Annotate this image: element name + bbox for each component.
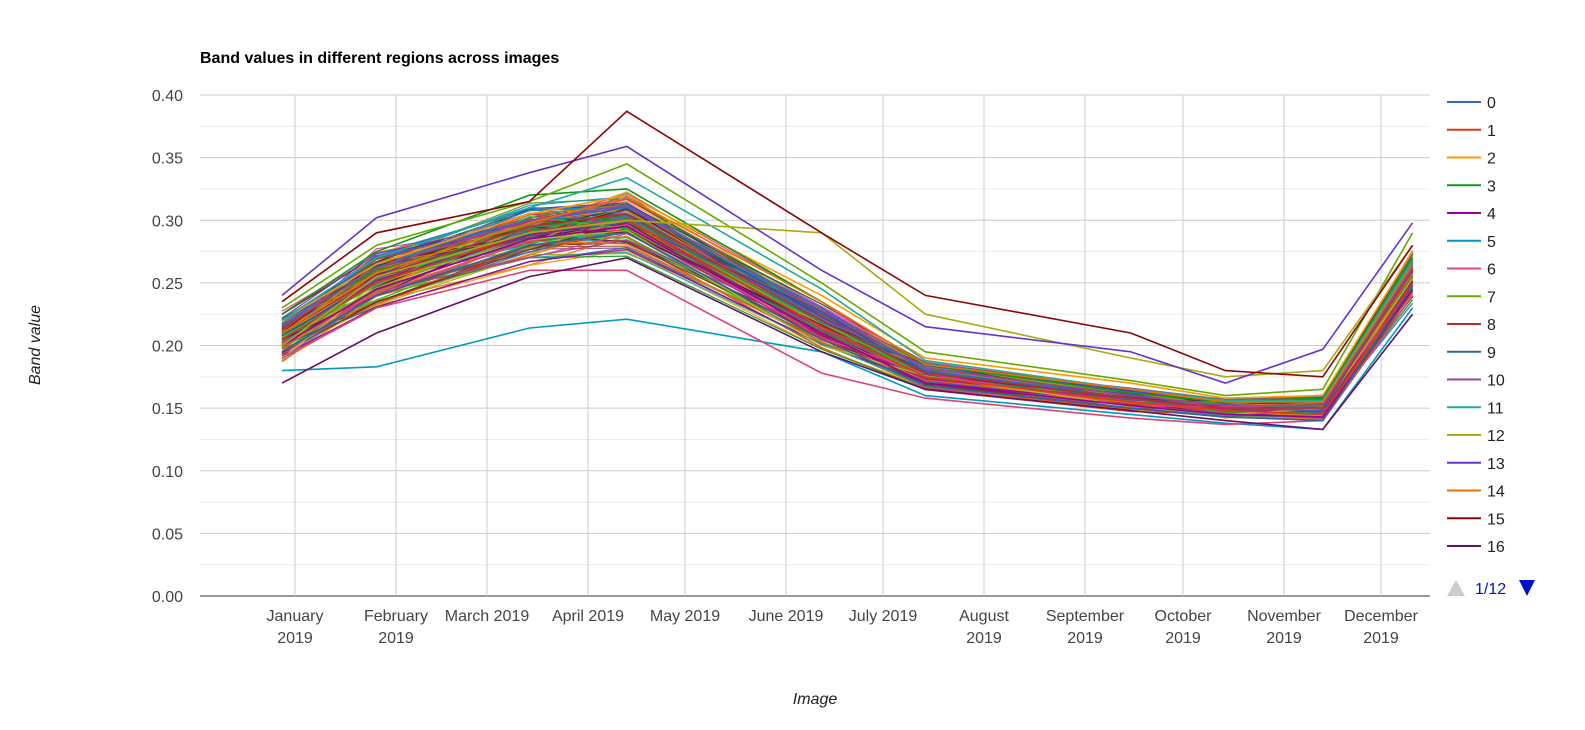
legend-label: 16 <box>1487 539 1505 556</box>
series-line-8 <box>281 213 1414 409</box>
x-tick-label: June 2019 <box>749 608 824 625</box>
y-axis-ticks: 0.00 0.05 0.10 0.15 0.20 0.25 0.30 0.35 0.40 <box>152 88 183 606</box>
legend-label: 4 <box>1487 206 1496 223</box>
x-tick-label: August 2019 <box>959 608 1009 647</box>
x-tick-label: May 2019 <box>650 608 720 625</box>
series-line-11 <box>281 176 1414 402</box>
legend-label: 1 <box>1487 123 1496 140</box>
y-tick-label: 0.10 <box>152 464 183 481</box>
legend-label: 2 <box>1487 151 1496 168</box>
series-line <box>281 197 1414 401</box>
x-axis-title: Image <box>793 691 838 708</box>
legend-label: 3 <box>1487 178 1496 195</box>
series-lines <box>281 110 1414 431</box>
series-line-7 <box>281 163 1414 397</box>
y-tick-label: 0.35 <box>152 151 183 168</box>
series-line-13 <box>281 145 1414 384</box>
x-tick-label: March 2019 <box>445 608 530 625</box>
series-line-9 <box>281 231 1414 422</box>
series-line-15 <box>281 110 1414 378</box>
x-tick-label: October 2019 <box>1155 608 1213 647</box>
series-line-2 <box>281 194 1414 399</box>
legend-pager: 1/12 <box>1447 580 1535 598</box>
y-tick-label: 0.20 <box>152 339 183 356</box>
legend-label: 0 <box>1487 95 1496 112</box>
y-tick-label: 0.15 <box>152 401 183 418</box>
series-line-1 <box>281 219 1414 416</box>
legend-label: 13 <box>1487 456 1505 473</box>
legend-label: 14 <box>1487 484 1505 501</box>
series-line <box>281 197 1414 407</box>
y-tick-label: 0.25 <box>152 276 183 293</box>
x-tick-label: July 2019 <box>849 608 918 625</box>
legend-label: 15 <box>1487 511 1505 528</box>
legend-label: 5 <box>1487 234 1496 251</box>
chart-title: Band values in different regions across … <box>200 50 559 67</box>
x-tick-label: December 2019 <box>1344 608 1418 647</box>
series-line-6 <box>281 269 1414 426</box>
legend-label: 6 <box>1487 262 1496 279</box>
series-line-5 <box>281 307 1414 431</box>
series-line-16 <box>281 256 1414 431</box>
legend-label: 8 <box>1487 317 1496 334</box>
series-line-14 <box>281 196 1414 403</box>
series-line <box>281 205 1414 403</box>
series-line-10 <box>281 204 1414 407</box>
legend-label: 11 <box>1487 400 1504 417</box>
pager-down-arrow-icon[interactable] <box>1519 580 1535 596</box>
x-tick-label: January 2019 <box>267 608 324 647</box>
y-tick-label: 0.30 <box>152 213 183 230</box>
y-tick-label: 0.00 <box>152 589 183 606</box>
y-axis-title: Band value <box>27 305 44 385</box>
series-line-4 <box>281 225 1414 418</box>
x-tick-label: February 2019 <box>364 608 428 647</box>
series-line <box>281 229 1414 416</box>
series-line-3 <box>281 188 1414 403</box>
pager-up-arrow-icon[interactable] <box>1447 580 1465 596</box>
x-tick-label: April 2019 <box>552 608 624 625</box>
x-axis-ticks: January 2019 February 2019 March 2019 April 2… <box>267 608 1419 647</box>
series-line <box>281 195 1414 399</box>
x-tick-label: September 2019 <box>1046 608 1125 647</box>
legend-label: 12 <box>1487 428 1505 445</box>
series-line <box>281 205 1414 404</box>
y-tick-label: 0.40 <box>152 88 183 105</box>
pager-label: 1/12 <box>1475 581 1506 598</box>
legend-label: 7 <box>1487 289 1496 306</box>
legend-label: 10 <box>1487 373 1505 390</box>
y-tick-label: 0.05 <box>152 526 183 543</box>
legend-label: 9 <box>1487 345 1496 362</box>
x-tick-label: November 2019 <box>1247 608 1321 647</box>
